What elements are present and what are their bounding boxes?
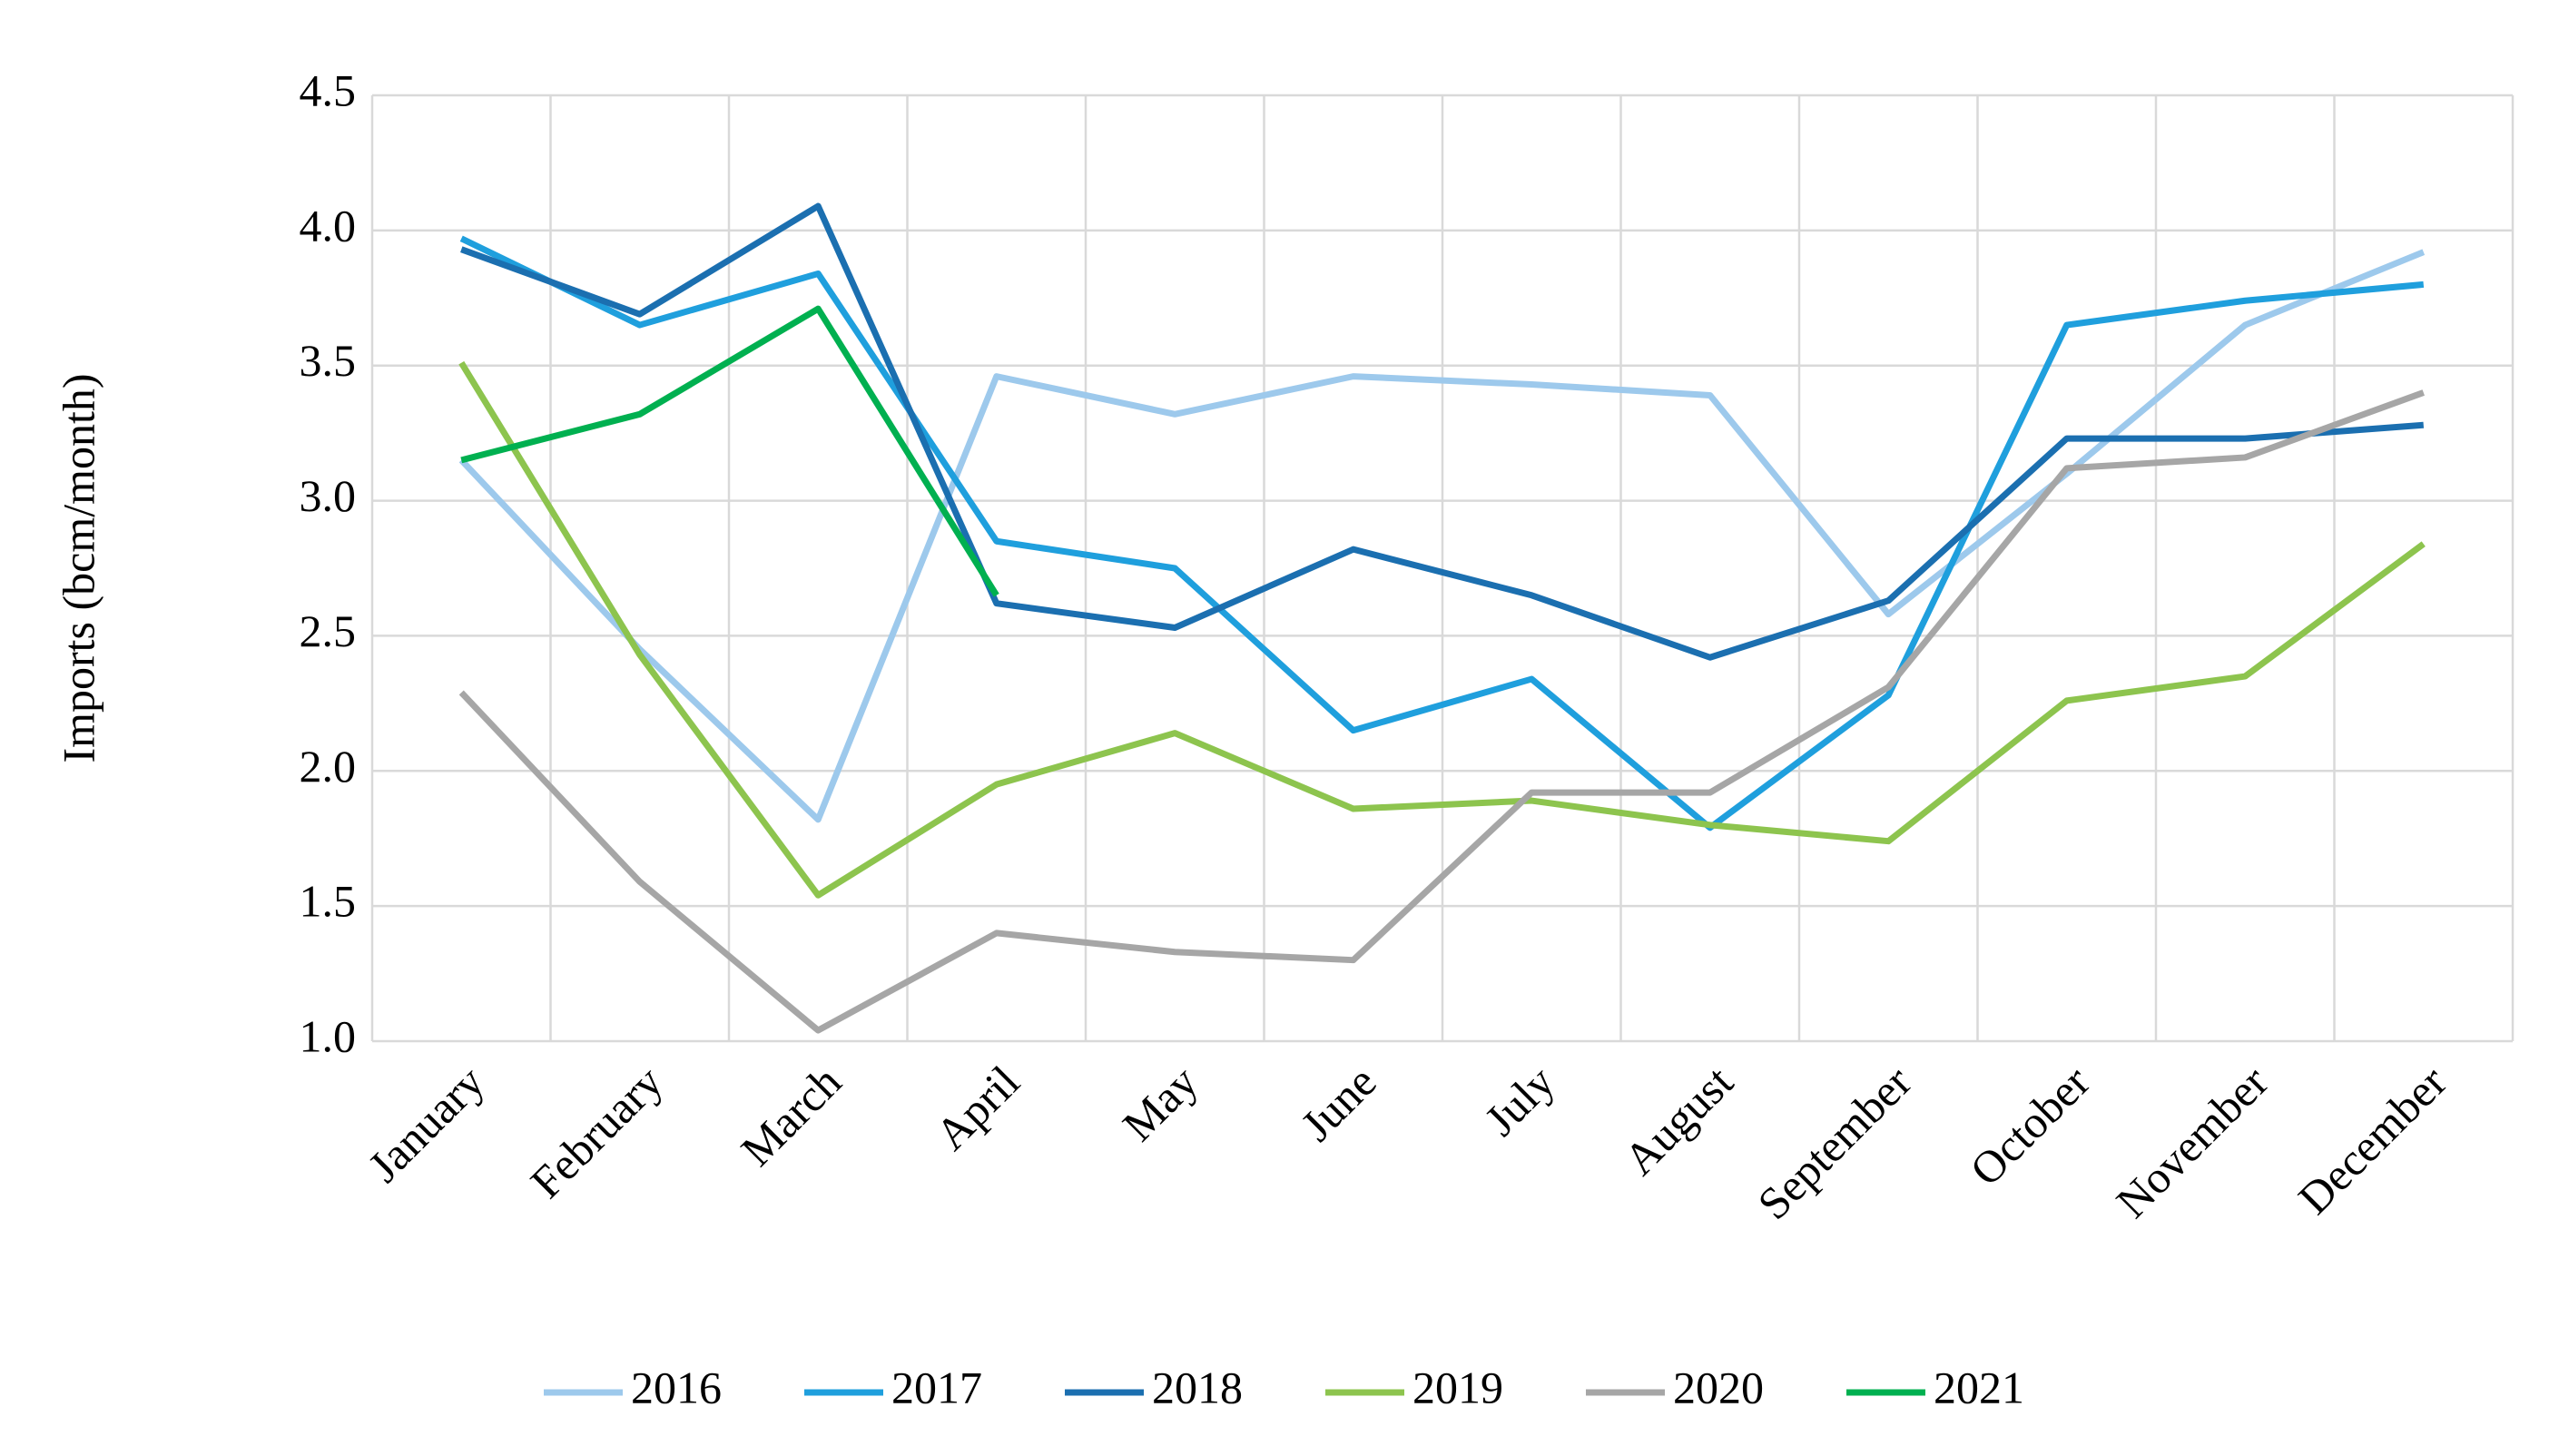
- x-tick-label: January: [359, 1056, 495, 1192]
- y-tick-label: 1.5: [300, 876, 357, 927]
- x-tick-label: October: [1960, 1056, 2100, 1195]
- series-line: [458, 249, 2426, 823]
- series-line: [460, 202, 2425, 661]
- y-tick-label: 4.0: [300, 200, 357, 251]
- y-axis-label: Imports (bcm/month): [53, 373, 103, 762]
- y-tick-label: 2.0: [300, 741, 357, 792]
- x-tick-label: July: [1475, 1056, 1565, 1146]
- y-tick-label: 2.5: [300, 605, 357, 656]
- legend-label: 2019: [1412, 1362, 1503, 1412]
- series-line: [458, 360, 2426, 899]
- x-tick-label: November: [2106, 1056, 2278, 1227]
- x-tick-label: December: [2288, 1056, 2456, 1224]
- x-tick-label: August: [1614, 1056, 1743, 1185]
- series-line: [460, 305, 999, 597]
- x-tick-label: June: [1291, 1056, 1385, 1150]
- y-tick-label: 3.0: [300, 470, 357, 521]
- x-tick-label: April: [925, 1056, 1029, 1159]
- series-line: [458, 389, 2425, 1034]
- legend-label: 2020: [1673, 1362, 1764, 1412]
- x-tick-label: May: [1113, 1056, 1207, 1150]
- series-line: [459, 235, 2425, 831]
- legend-label: 2018: [1152, 1362, 1243, 1412]
- y-tick-label: 3.5: [300, 335, 357, 386]
- x-tick-label: March: [731, 1056, 851, 1176]
- y-tick-label: 1.0: [300, 1010, 357, 1061]
- y-tick-label: 4.5: [300, 64, 357, 115]
- x-tick-label: February: [520, 1056, 672, 1207]
- x-tick-label: September: [1747, 1056, 1921, 1229]
- legend-label: 2017: [891, 1362, 982, 1412]
- legend-label: 2021: [1934, 1362, 2024, 1412]
- legend-label: 2016: [631, 1362, 722, 1412]
